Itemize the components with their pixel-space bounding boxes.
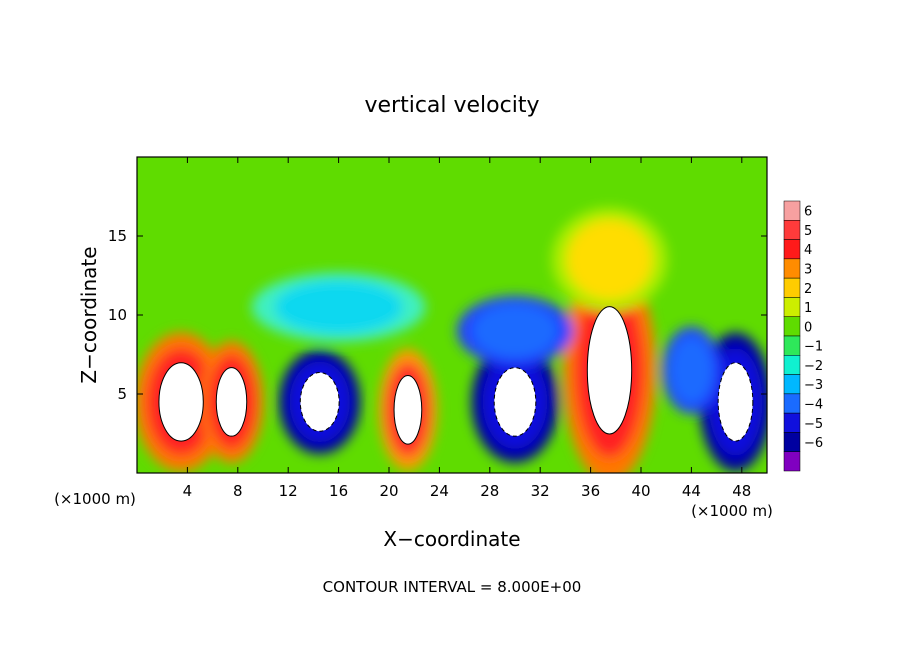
colorbar-swatch — [783, 239, 801, 260]
chart-title: vertical velocity — [364, 93, 539, 118]
colorbar-label: −4 — [804, 398, 823, 413]
feature-core-contour — [158, 362, 204, 442]
plot-area — [137, 157, 767, 473]
x-tick-label: 20 — [379, 482, 398, 500]
colorbar-label: −3 — [804, 378, 823, 393]
x-tick-label: 8 — [233, 482, 243, 500]
colorbar-swatch — [783, 258, 801, 279]
x-tick-label: 40 — [631, 482, 650, 500]
colorbar-swatch — [783, 412, 801, 433]
field-feature — [472, 303, 558, 358]
colorbar-label: 4 — [804, 243, 812, 258]
y-tick-label: 10 — [108, 306, 127, 324]
x-units-left: (×1000 m) — [54, 490, 136, 508]
colorbar-swatch — [783, 297, 801, 317]
x-tick-label: 44 — [682, 482, 701, 500]
colorbar-swatch — [783, 451, 801, 472]
x-tick-label: 36 — [581, 482, 600, 500]
colorbar-swatch — [783, 316, 801, 337]
x-axis-ticks: 4 8 12 16 20 24 28 32 36 40 44 48 — [183, 157, 751, 500]
colorbar-swatch — [783, 432, 801, 452]
colorbar-label: 3 — [804, 263, 812, 278]
field-feature — [566, 219, 653, 300]
y-tick-label: 15 — [108, 227, 127, 245]
feature-core-contour — [393, 375, 423, 445]
x-tick-label: 48 — [732, 482, 751, 500]
colorbar-label: 6 — [804, 205, 812, 220]
colorbar-label: −1 — [804, 340, 823, 355]
feature-core-contour — [586, 306, 633, 435]
colorbar-label: 1 — [804, 301, 812, 316]
colorbar-swatch — [783, 393, 801, 414]
colorbar-label: −6 — [804, 436, 823, 451]
field-feature — [274, 280, 403, 334]
x-tick-label: 32 — [531, 482, 550, 500]
colorbar-label: 0 — [804, 320, 812, 335]
colorbar-swatch — [783, 277, 801, 298]
x-units-right: (×1000 m) — [691, 502, 773, 520]
y-axis-label: Z−coordinate — [77, 246, 101, 383]
x-axis-label: X−coordinate — [383, 527, 520, 551]
colorbar-swatch — [783, 335, 801, 356]
colorbar-swatch — [783, 355, 801, 375]
feature-core-contour — [717, 362, 754, 442]
field-feature — [669, 336, 713, 404]
colorbar-swatch — [783, 220, 801, 240]
x-tick-label: 12 — [279, 482, 298, 500]
colorbar-swatch — [783, 200, 801, 221]
feature-core-contour — [493, 367, 537, 437]
contour-interval-footer: CONTOUR INTERVAL = 8.000E+00 — [323, 578, 582, 596]
x-tick-label: 28 — [480, 482, 499, 500]
colorbar-label: −2 — [804, 359, 823, 374]
feature-core-contour — [299, 372, 340, 432]
core-layer — [158, 306, 754, 445]
colorbar-label: 5 — [804, 224, 812, 239]
y-axis-ticks: 5 10 15 — [108, 227, 767, 403]
x-tick-label: 24 — [430, 482, 449, 500]
colorbar-swatch — [783, 374, 801, 395]
x-tick-label: 4 — [183, 482, 193, 500]
colorbar: 6 5 4 3 2 1 0 −1 −2 −3 −4 −5 −6 — [783, 200, 823, 472]
x-tick-label: 16 — [329, 482, 348, 500]
y-tick-label: 5 — [117, 385, 127, 403]
colorbar-label: 2 — [804, 282, 812, 297]
field-layer — [137, 207, 767, 473]
feature-core-contour — [215, 367, 248, 437]
colorbar-label: −5 — [804, 417, 823, 432]
